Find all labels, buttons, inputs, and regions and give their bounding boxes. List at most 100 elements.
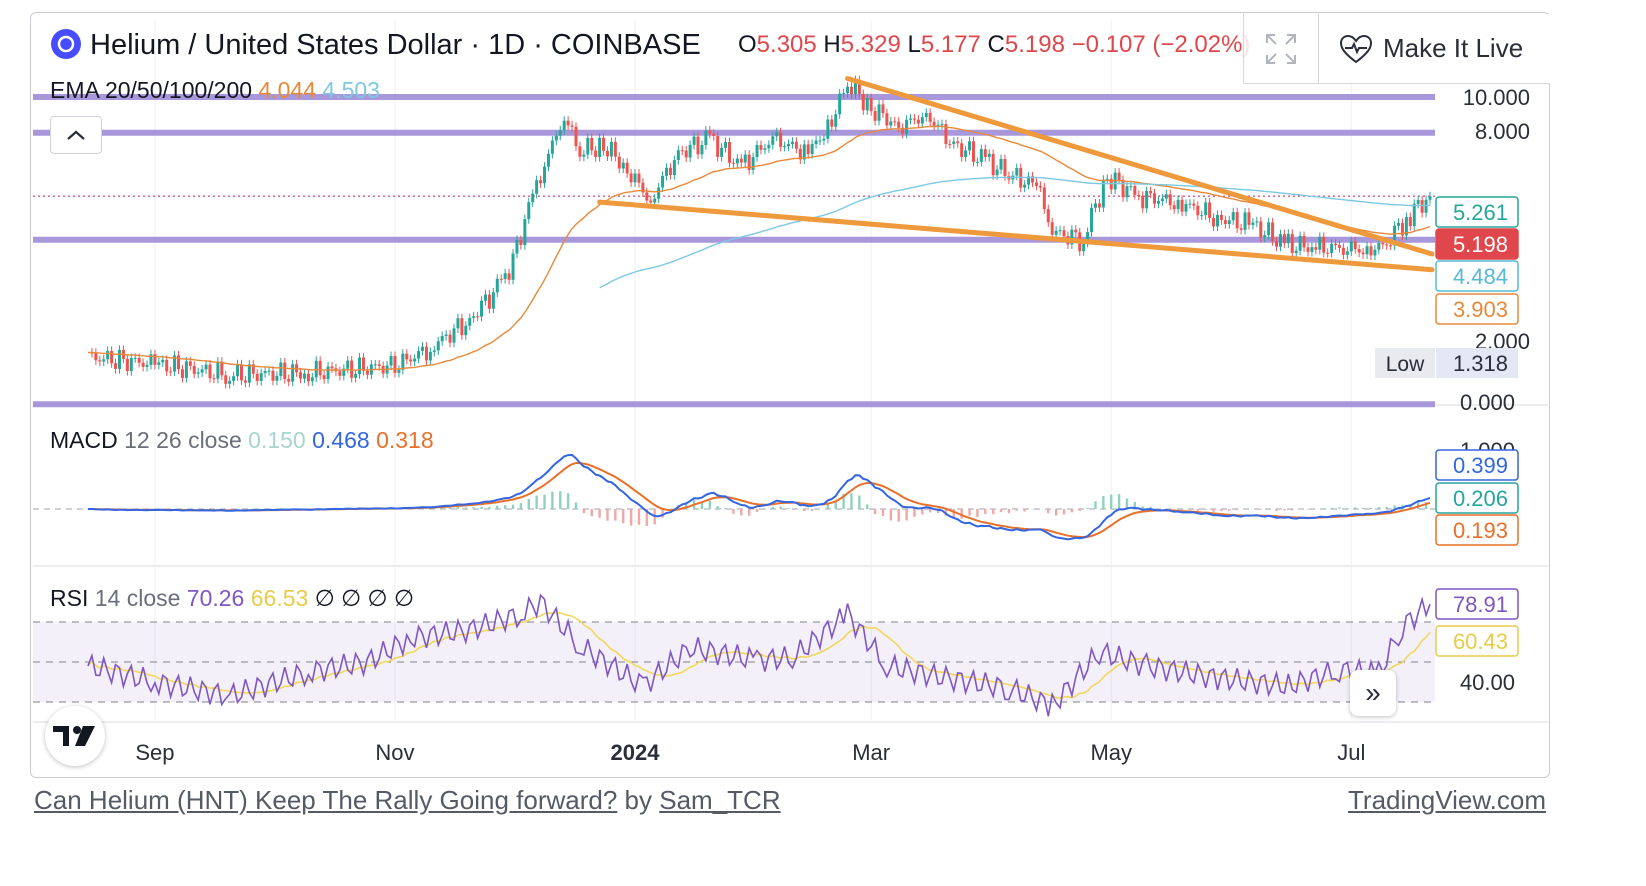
macd-histogram-bar	[472, 507, 475, 509]
candle-body	[1326, 252, 1330, 254]
candle-body	[232, 376, 236, 381]
candle-body	[727, 142, 731, 163]
candle-body	[1105, 178, 1109, 180]
candle-body	[1271, 222, 1275, 242]
candle-body	[755, 145, 759, 158]
macd-histogram-bar	[480, 506, 483, 509]
trendline[interactable]	[845, 75, 1435, 257]
candle-body	[826, 119, 830, 139]
ohlc-value: O	[738, 31, 757, 58]
collapse-legend-button[interactable]	[50, 116, 102, 154]
candle-body	[247, 364, 251, 383]
by-text: by	[624, 785, 653, 815]
macd-histogram-bar	[1409, 504, 1412, 509]
candle-body	[173, 355, 177, 372]
candle-body	[342, 368, 346, 376]
macd-histogram-bar	[1007, 509, 1011, 514]
candle-body	[1322, 236, 1326, 253]
macd-histogram-bar	[1416, 501, 1420, 509]
candle-body	[137, 357, 141, 363]
candle-body	[570, 125, 574, 127]
candle-body	[1353, 241, 1357, 250]
macd-signal-line	[88, 462, 1431, 539]
candle-body	[779, 132, 783, 147]
macd-histogram-bar	[1369, 507, 1373, 509]
candle-body	[897, 121, 901, 128]
candle-body	[1243, 212, 1247, 230]
make-it-live-button[interactable]: Make It Live	[1318, 14, 1550, 84]
candle-body	[495, 278, 499, 293]
candle-body	[912, 118, 916, 120]
candle-body	[605, 150, 609, 157]
scroll-to-latest-button[interactable]: »	[1350, 670, 1396, 716]
low-label-box	[1375, 348, 1435, 378]
candle-body	[1373, 249, 1377, 256]
candle-body	[1302, 235, 1306, 248]
candle-body	[196, 372, 200, 374]
candle-body	[1164, 194, 1168, 199]
candle-body	[1377, 243, 1381, 250]
macd-histogram-bar	[984, 509, 987, 514]
x-tick-label: Sep	[135, 740, 174, 765]
candle-body	[271, 370, 275, 381]
macd-badge	[1435, 482, 1519, 514]
candle-body	[968, 141, 972, 151]
price-badge-value: 4.484	[1453, 264, 1508, 289]
candle-body	[377, 364, 381, 366]
candle-body	[346, 360, 350, 369]
candle-body	[531, 193, 535, 203]
candle-body	[212, 378, 216, 380]
site-link[interactable]: TradingView.com	[1348, 785, 1546, 815]
candle-body	[1416, 200, 1420, 204]
candle-body	[519, 240, 523, 245]
macd-histogram-bar	[622, 509, 625, 524]
macd-histogram-bar	[755, 509, 759, 512]
macd-histogram-bar	[1180, 509, 1184, 511]
trendline[interactable]	[597, 199, 1435, 273]
candle-body	[806, 144, 810, 155]
price-axis-tick: 8.000	[1475, 119, 1530, 144]
macd-histogram-bar	[1196, 509, 1200, 511]
candle-body	[983, 149, 987, 157]
candle-body	[188, 361, 192, 366]
macd-histogram-bar	[598, 509, 601, 518]
tradingview-logo[interactable]	[45, 706, 105, 766]
candle-body	[629, 173, 633, 183]
macd-histogram-bar	[1354, 507, 1357, 509]
candle-body	[546, 153, 550, 167]
macd-legend-value: 0.150	[248, 427, 312, 453]
candle-body	[1318, 236, 1322, 250]
candle-body	[1397, 222, 1401, 226]
candle-body	[468, 317, 472, 326]
macd-histogram-bar	[897, 509, 900, 522]
candle-body	[1341, 247, 1345, 255]
candle-body	[1408, 216, 1412, 227]
candle-body	[625, 162, 629, 174]
candle-body	[1038, 185, 1042, 188]
macd-histogram-bar	[614, 509, 617, 521]
macd-histogram-bar	[574, 502, 578, 509]
candle-body	[117, 349, 121, 369]
candle-body	[1168, 194, 1172, 206]
candle-body	[1121, 179, 1125, 198]
candle-body	[696, 136, 700, 155]
author-link[interactable]: Sam_TCR	[659, 785, 781, 815]
x-tick-label: 2024	[611, 740, 661, 765]
candle-body	[960, 143, 964, 158]
candle-body	[1231, 212, 1235, 221]
fullscreen-button[interactable]	[1243, 14, 1318, 84]
idea-title-link[interactable]: Can Helium (HNT) Keep The Rally Going fo…	[34, 785, 618, 815]
candle-body	[869, 98, 873, 112]
macd-histogram-bar	[1235, 509, 1239, 511]
rsi-legend-value: 70.26	[187, 585, 251, 611]
candle-body	[975, 161, 979, 163]
candle-body	[1003, 158, 1007, 176]
macd-line	[88, 453, 1431, 541]
candle-body	[1314, 247, 1318, 250]
candle-body	[932, 121, 936, 126]
candle-body	[480, 300, 484, 317]
candle-body	[1156, 201, 1160, 204]
macd-histogram-bar	[999, 509, 1003, 513]
candle-body	[767, 144, 771, 149]
